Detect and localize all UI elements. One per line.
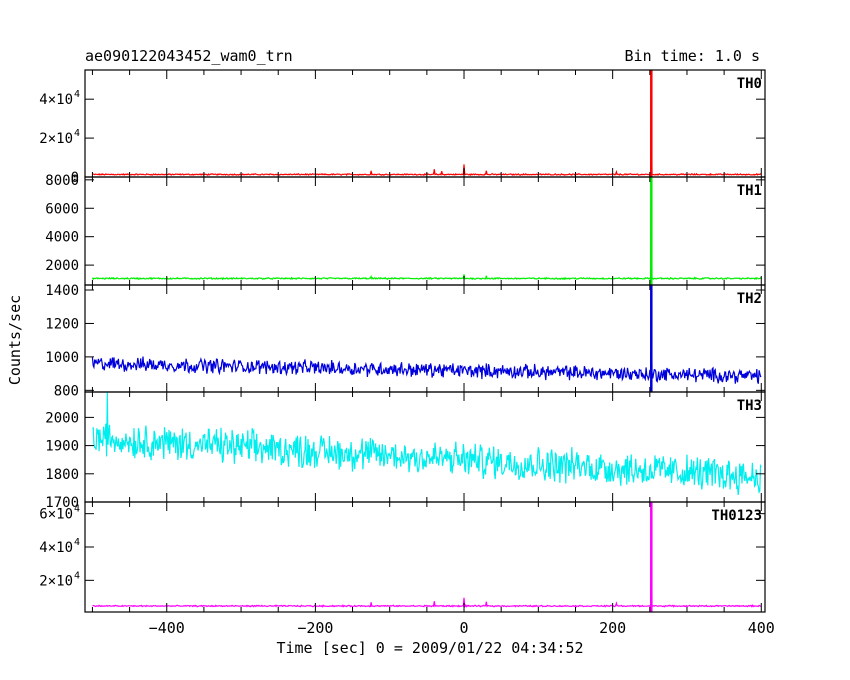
series-line-th2 [91,284,762,384]
series-line-th3 [92,391,762,495]
panel-th2: 800 1000 1200 1400 TH2 [45,283,766,399]
y-tick-exponent: 4 [74,570,80,581]
y-tick-label: 6000 [45,201,79,217]
x-tick-label: 0 [460,619,469,637]
y-tick-label: 8000 [45,173,79,189]
series-line-th0123 [92,501,762,609]
y-tick-label: 4×10 [39,92,73,108]
panel-th0123: 2×10 44×10 46×10 4 TH0123 [39,501,766,613]
bin-time-label: Bin time: 1.0 s [625,47,760,65]
y-tick-label: 1000 [45,350,79,366]
y-tick-exponent: 4 [74,537,80,548]
panel-label-th2: TH2 [737,291,762,307]
panel-label-th3: TH3 [737,398,762,414]
x-tick-label: −400 [149,619,185,637]
y-tick-label: 1200 [45,316,79,332]
panel-label-th0123: TH0123 [711,508,762,524]
y-tick-label: 2000 [45,258,79,274]
y-tick-label: 800 [54,383,79,399]
y-tick-exponent: 4 [74,504,80,515]
y-tick-label: 4000 [45,230,79,246]
panels-group: 02×10 44×10 4TH02000400060008000TH18001000… [39,69,766,613]
y-axis-label: Counts/sec [6,295,24,385]
panel-th1: 2000 4000 6000 8000 TH1 [45,173,766,286]
panel-frame [84,69,766,178]
x-tick-labels: −400 −200 0 200 400 [149,619,775,637]
panel-frame [84,501,766,613]
y-tick-label: 2×10 [39,573,73,589]
x-tick-label: −200 [297,619,333,637]
y-tick-exponent: 4 [74,89,80,100]
y-tick-label: 1800 [45,467,79,483]
y-tick-label: 2×10 [39,131,73,147]
x-tick-label: 400 [748,619,775,637]
y-tick-label: 6×10 [39,507,73,523]
panel-label-th0: TH0 [737,76,762,92]
y-tick-exponent: 4 [74,128,80,139]
x-tick-label: 200 [599,619,626,637]
y-tick-label: 4×10 [39,540,73,556]
y-tick-label: 1900 [45,439,79,455]
x-axis-label: Time [sec] 0 = 2009/01/22 04:34:52 [276,639,583,657]
chart-title: ae090122043452_wam0_trn [85,47,293,65]
panel-th3: 1700 1800 1900 2000 TH3 [45,391,766,511]
y-tick-label: 2000 [45,410,79,426]
panel-label-th1: TH1 [737,183,762,199]
y-tick-label: 1700 [45,495,79,511]
y-tick-label: 1400 [45,283,79,299]
y-tick-label: 0 [71,170,79,186]
series-line-th1 [91,176,762,281]
panel-frame [84,176,766,286]
series-line-th0 [92,69,762,177]
